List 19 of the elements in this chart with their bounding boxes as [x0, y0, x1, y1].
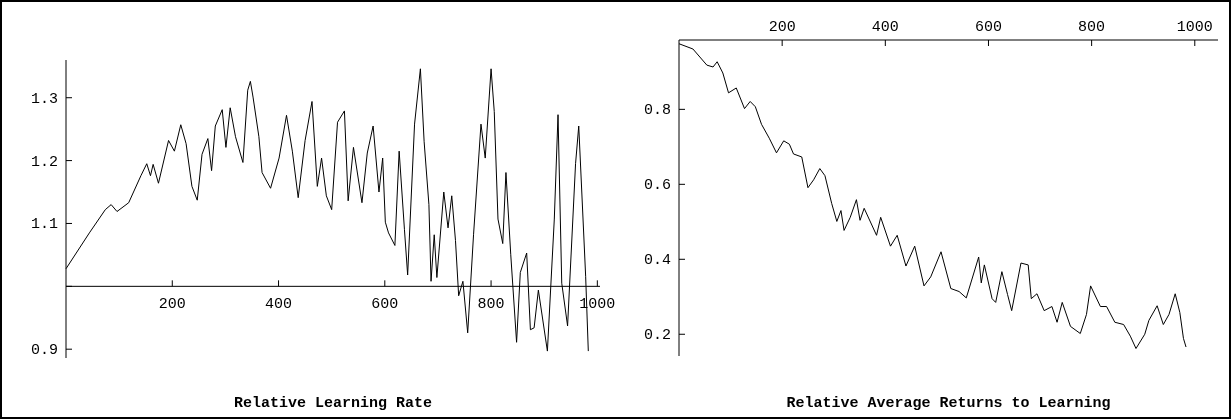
y-tick-label: 0.4 [643, 252, 671, 270]
x-tick-label: 200 [768, 19, 796, 36]
y-tick-label: 0.9 [30, 342, 58, 360]
text: Relative Average Returns to Learning [786, 395, 1111, 412]
text: Relative Learning Rate [233, 395, 433, 412]
x-tick-label: 400 [265, 296, 293, 314]
x-tick-label: 800 [477, 296, 505, 314]
x-tick-label: 600 [371, 296, 399, 314]
x-tick-label: 200 [158, 296, 186, 314]
x-tick-label: 1000 [1176, 19, 1213, 36]
y-tick-label: 1.3 [30, 90, 58, 108]
y-tick-label: 0.2 [643, 327, 671, 345]
y-tick-label: 0.6 [643, 177, 671, 195]
x-tick-label: 800 [1078, 19, 1106, 36]
x-tick-label: 600 [974, 19, 1002, 36]
x-tick-label: 400 [871, 19, 899, 36]
y-tick-label: 1.2 [30, 153, 58, 171]
y-tick-label: 1.1 [30, 216, 58, 234]
y-tick-label: 0.8 [643, 102, 671, 120]
